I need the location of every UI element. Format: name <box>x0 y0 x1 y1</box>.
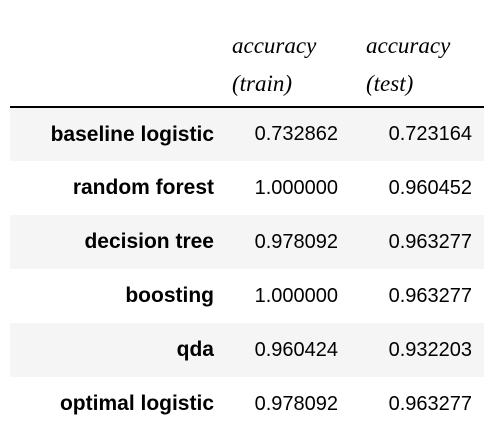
header-accuracy-train: accuracy (train) <box>216 24 350 108</box>
row-label: boosting <box>125 284 214 307</box>
row-label: optimal logistic <box>59 392 214 415</box>
table-row: qda 0.960424 0.932203 <box>10 323 484 377</box>
cell-test-accuracy: 0.932203 <box>388 338 472 361</box>
header-accuracy-test: accuracy (test) <box>350 24 484 108</box>
table-row: boosting 1.000000 0.963277 <box>10 269 484 323</box>
header-row: accuracy (train) accuracy (test) <box>10 24 484 108</box>
table-row: random forest 1.000000 0.960452 <box>10 161 484 215</box>
cell-train-accuracy: 0.960424 <box>254 338 338 361</box>
header-corner <box>10 24 216 108</box>
header-test-line1: accuracy <box>366 33 451 58</box>
row-label: qda <box>176 338 214 361</box>
table-row: optimal logistic 0.978092 0.963277 <box>10 377 484 431</box>
cell-train-accuracy: 0.978092 <box>254 392 338 415</box>
table-row: decision tree 0.978092 0.963277 <box>10 215 484 269</box>
row-label: random forest <box>72 176 214 199</box>
table-row: baseline logistic 0.732862 0.723164 <box>10 107 484 161</box>
header-test-line2: (test) <box>366 71 414 96</box>
cell-test-accuracy: 0.963277 <box>388 284 472 307</box>
table-body: baseline logistic 0.732862 0.723164 rand… <box>10 107 484 431</box>
cell-test-accuracy: 0.963277 <box>388 392 472 415</box>
row-label: decision tree <box>84 230 214 253</box>
table-header: accuracy (train) accuracy (test) <box>10 24 484 108</box>
row-label: baseline logistic <box>50 122 214 146</box>
header-train-line2: (train) <box>232 71 293 96</box>
cell-test-accuracy: 0.963277 <box>388 230 472 253</box>
cell-train-accuracy: 1.000000 <box>254 176 338 199</box>
cell-train-accuracy: 1.000000 <box>254 284 338 307</box>
cell-train-accuracy: 0.978092 <box>254 230 338 253</box>
cell-train-accuracy: 0.732862 <box>254 123 338 145</box>
cell-test-accuracy: 0.960452 <box>388 176 472 199</box>
results-table: accuracy (train) accuracy (test) baselin… <box>10 24 484 431</box>
cell-test-accuracy: 0.723164 <box>388 123 472 145</box>
header-train-line1: accuracy <box>232 33 317 58</box>
